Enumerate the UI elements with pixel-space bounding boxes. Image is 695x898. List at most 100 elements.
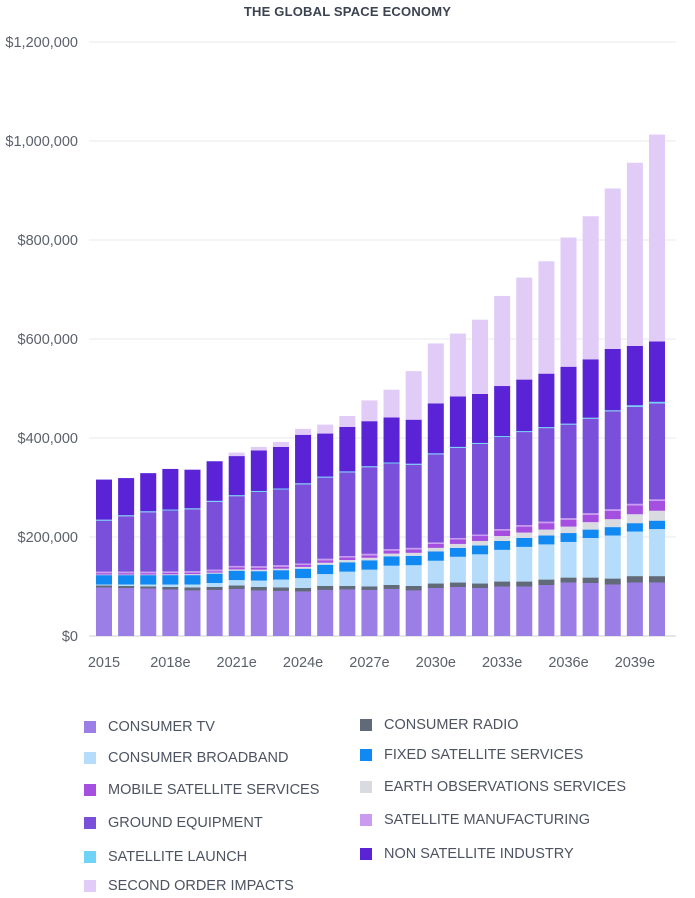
bar-segment bbox=[228, 452, 245, 457]
bar-segment bbox=[272, 488, 289, 490]
bar-segment bbox=[317, 424, 334, 434]
bar-segment bbox=[272, 590, 289, 636]
bar-segment bbox=[361, 466, 378, 468]
bar-segment bbox=[317, 586, 334, 590]
bar-segment bbox=[538, 521, 555, 524]
bar-segment bbox=[184, 584, 201, 588]
bar-segment bbox=[228, 456, 245, 496]
bar-segment bbox=[118, 478, 135, 516]
legend-label: SECOND ORDER IMPACTS bbox=[108, 878, 294, 894]
bar-segment bbox=[405, 463, 422, 465]
bar-segment bbox=[604, 188, 621, 349]
bar-segment bbox=[184, 469, 201, 509]
bar-segment bbox=[405, 419, 422, 464]
bar-segment bbox=[582, 577, 599, 584]
bar-segment bbox=[516, 537, 533, 547]
x-tick-label: 2027e bbox=[349, 655, 389, 671]
legend-item: EARTH OBSERVATIONS SERVICES bbox=[360, 779, 626, 795]
bar-segment bbox=[317, 574, 334, 587]
bar-segment bbox=[427, 542, 444, 544]
bar-segment bbox=[250, 569, 267, 572]
bars bbox=[95, 134, 666, 636]
bar-segment bbox=[538, 544, 555, 580]
bar-segment bbox=[582, 583, 599, 636]
legend-label: CONSUMER TV bbox=[108, 719, 215, 735]
legend-swatch bbox=[84, 721, 96, 733]
legend-label: NON SATELLITE INDUSTRY bbox=[384, 846, 574, 862]
x-tick-label: 2033e bbox=[482, 655, 522, 671]
bar-segment bbox=[405, 586, 422, 591]
bar-segment bbox=[405, 549, 422, 553]
bar-segment bbox=[560, 237, 577, 367]
bar-segment bbox=[272, 489, 289, 566]
bar-segment bbox=[206, 589, 223, 636]
bar-segment bbox=[339, 571, 356, 587]
bar-segment bbox=[626, 405, 643, 407]
x-tick-label: 2030e bbox=[416, 655, 456, 671]
y-tick-label: $800,000 bbox=[18, 233, 78, 249]
bar-segment bbox=[626, 162, 643, 346]
bar-segment bbox=[582, 537, 599, 578]
bar-segment bbox=[449, 556, 466, 583]
bar-segment bbox=[317, 564, 334, 575]
chart-title: THE GLOBAL SPACE ECONOMY bbox=[243, 4, 452, 19]
legend-item: FIXED SATELLITE SERVICES bbox=[360, 747, 583, 763]
bar-segment bbox=[516, 277, 533, 380]
bar-segment bbox=[383, 549, 400, 551]
legend-item: GROUND EQUIPMENT bbox=[84, 815, 263, 831]
bar-segment bbox=[140, 575, 157, 585]
bar-segment bbox=[449, 537, 466, 540]
bar-segment bbox=[206, 501, 223, 570]
bar-segment bbox=[648, 403, 666, 500]
bar-segment bbox=[626, 582, 643, 636]
bar-segment bbox=[206, 461, 223, 501]
bar-segment bbox=[317, 558, 334, 561]
bar-segment bbox=[494, 540, 511, 550]
bar-segment bbox=[516, 431, 533, 433]
bar-segment bbox=[339, 426, 356, 472]
bar-segment bbox=[339, 472, 356, 557]
legend-swatch bbox=[360, 781, 372, 793]
bar-segment bbox=[206, 587, 223, 590]
bar-segment bbox=[118, 574, 135, 576]
legend-swatch bbox=[360, 848, 372, 860]
gridlines bbox=[89, 41, 676, 637]
bar-segment bbox=[295, 484, 312, 564]
bar-segment bbox=[339, 557, 356, 561]
bar-segment bbox=[206, 571, 223, 573]
bar-segment bbox=[272, 568, 289, 571]
bar-segment bbox=[339, 415, 356, 427]
bar-segment bbox=[272, 446, 289, 489]
bar-segment bbox=[626, 576, 643, 583]
legend-label: CONSUMER RADIO bbox=[384, 717, 519, 733]
y-tick-label: $1,000,000 bbox=[5, 134, 78, 150]
bar-segment bbox=[95, 519, 113, 521]
bar-segment bbox=[626, 523, 643, 532]
bar-segment bbox=[162, 587, 179, 590]
bar-segment bbox=[604, 510, 621, 520]
bar-segment bbox=[560, 577, 577, 583]
bar-segment bbox=[361, 553, 378, 556]
bar-segment bbox=[228, 569, 245, 571]
legend-label: GROUND EQUIPMENT bbox=[108, 815, 263, 831]
bar-segment bbox=[272, 579, 289, 588]
bar-segment bbox=[648, 500, 666, 511]
bar-segment bbox=[560, 582, 577, 636]
bar-segment bbox=[162, 572, 179, 575]
bar-segment bbox=[538, 373, 555, 428]
bar-segment bbox=[250, 491, 267, 567]
x-tick-label: 2036e bbox=[548, 655, 588, 671]
bar-segment bbox=[228, 496, 245, 566]
bar-segment bbox=[140, 573, 157, 575]
legend-label: SATELLITE LAUNCH bbox=[108, 849, 248, 865]
bar-segment bbox=[383, 463, 400, 550]
bar-segment bbox=[272, 570, 289, 580]
bar-segment bbox=[339, 471, 356, 473]
bar-segment bbox=[162, 510, 179, 572]
bar-segment bbox=[250, 446, 267, 451]
bar-segment bbox=[538, 523, 555, 530]
bar-segment bbox=[427, 403, 444, 454]
legend-item: CONSUMER BROADBAND bbox=[84, 750, 288, 766]
legend-item: CONSUMER TV bbox=[84, 719, 215, 735]
